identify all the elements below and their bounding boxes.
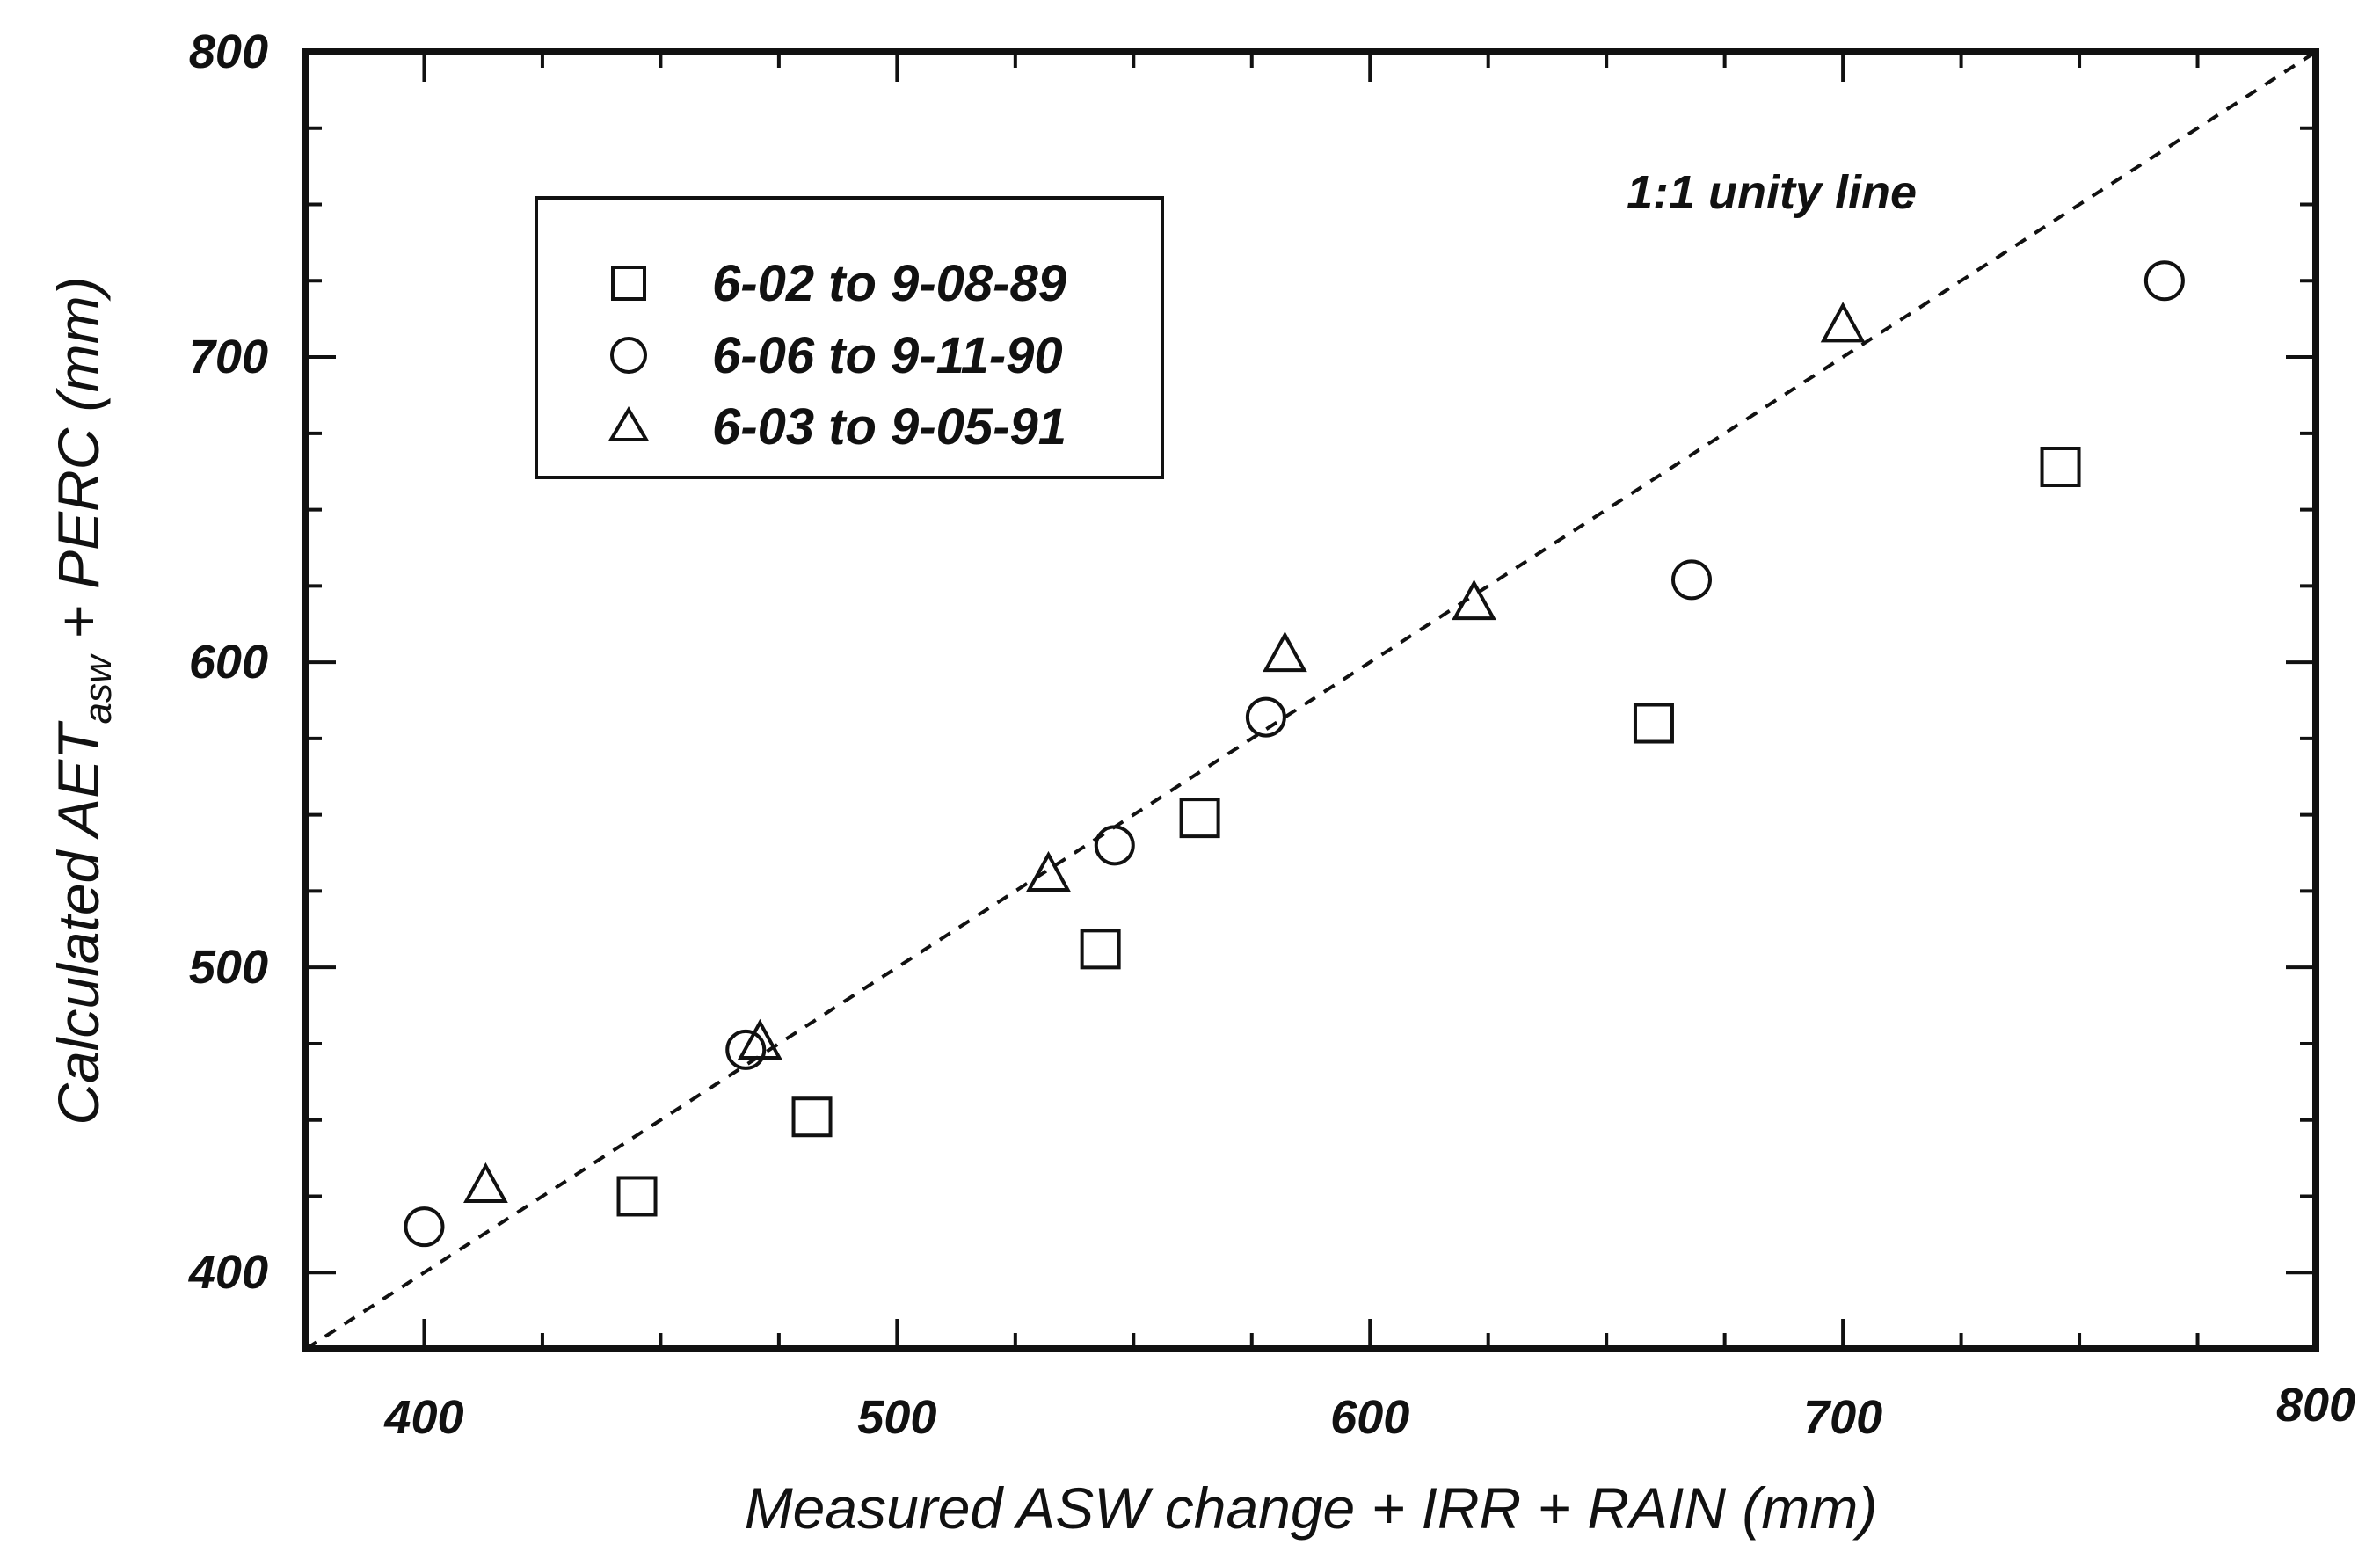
y-axis-title-subscript: asw [76,652,120,724]
legend-entry-1: 6-02 to 9-08-89 [611,255,1066,312]
x-tick-label: 800 [2276,1379,2355,1432]
square-point [1080,929,1121,970]
legend-label-3: 6-03 to 9-05-91 [712,398,1066,455]
unity-line-annotation: 1:1 unity line [1627,166,1917,219]
y-tick-label: 600 [189,636,268,688]
points-layer [404,260,2185,1248]
x-tick-labels: 400 500 600 700 800 [383,1379,2355,1444]
legend-entry-2: 6-06 to 9-11-90 [610,327,1063,384]
circle-point [404,1206,445,1248]
legend-circle-marker [610,337,647,374]
circle-point [1245,696,1286,738]
y-tick-label: 800 [189,25,268,78]
y-axis-title-main: Calculated AET [46,720,111,1126]
legend-label-2: 6-06 to 9-11-90 [712,327,1063,384]
legend-triangle-marker [608,406,650,441]
y-tick-labels: 400 500 600 700 800 [188,25,268,1299]
square-point [1633,703,1674,744]
legend-square-marker [611,266,646,301]
square-point [791,1096,833,1138]
square-point [2040,447,2081,487]
circle-point [725,1029,767,1070]
circle-point [1094,825,1135,866]
triangle-point [1452,579,1496,621]
y-tick-label: 400 [188,1246,268,1299]
unity-line-layer [304,50,2318,1351]
unity-line [304,50,2318,1351]
legend-entry-3: 6-03 to 9-05-91 [608,398,1066,455]
x-tick-label: 600 [1330,1391,1409,1444]
circle-point [2143,260,2185,302]
triangle-point [463,1162,508,1204]
y-axis-title-rest: + PERC (mm) [46,276,111,655]
legend: 6-02 to 9-08-89 6-06 to 9-11-90 6-03 to … [535,196,1164,479]
plot-frame [302,48,2319,1352]
x-axis-title: Measured ASW change + IRR + RAIN (mm) [745,1475,1878,1541]
x-tick-label: 500 [857,1391,936,1444]
y-axis-title: Calculated AETasw + PERC (mm) [46,276,120,1125]
y-tick-label: 700 [189,331,268,383]
triangle-point [1820,302,1866,343]
square-point [1179,798,1220,839]
legend-label-1: 6-02 to 9-08-89 [712,255,1066,312]
y-tick-label: 500 [189,941,268,994]
triangle-point [737,1018,782,1060]
circle-point [1670,559,1712,601]
square-point [616,1176,658,1217]
x-tick-label: 400 [383,1391,463,1444]
x-tick-label: 700 [1803,1391,1882,1444]
triangle-point [1026,850,1071,892]
triangle-point [1263,631,1307,673]
